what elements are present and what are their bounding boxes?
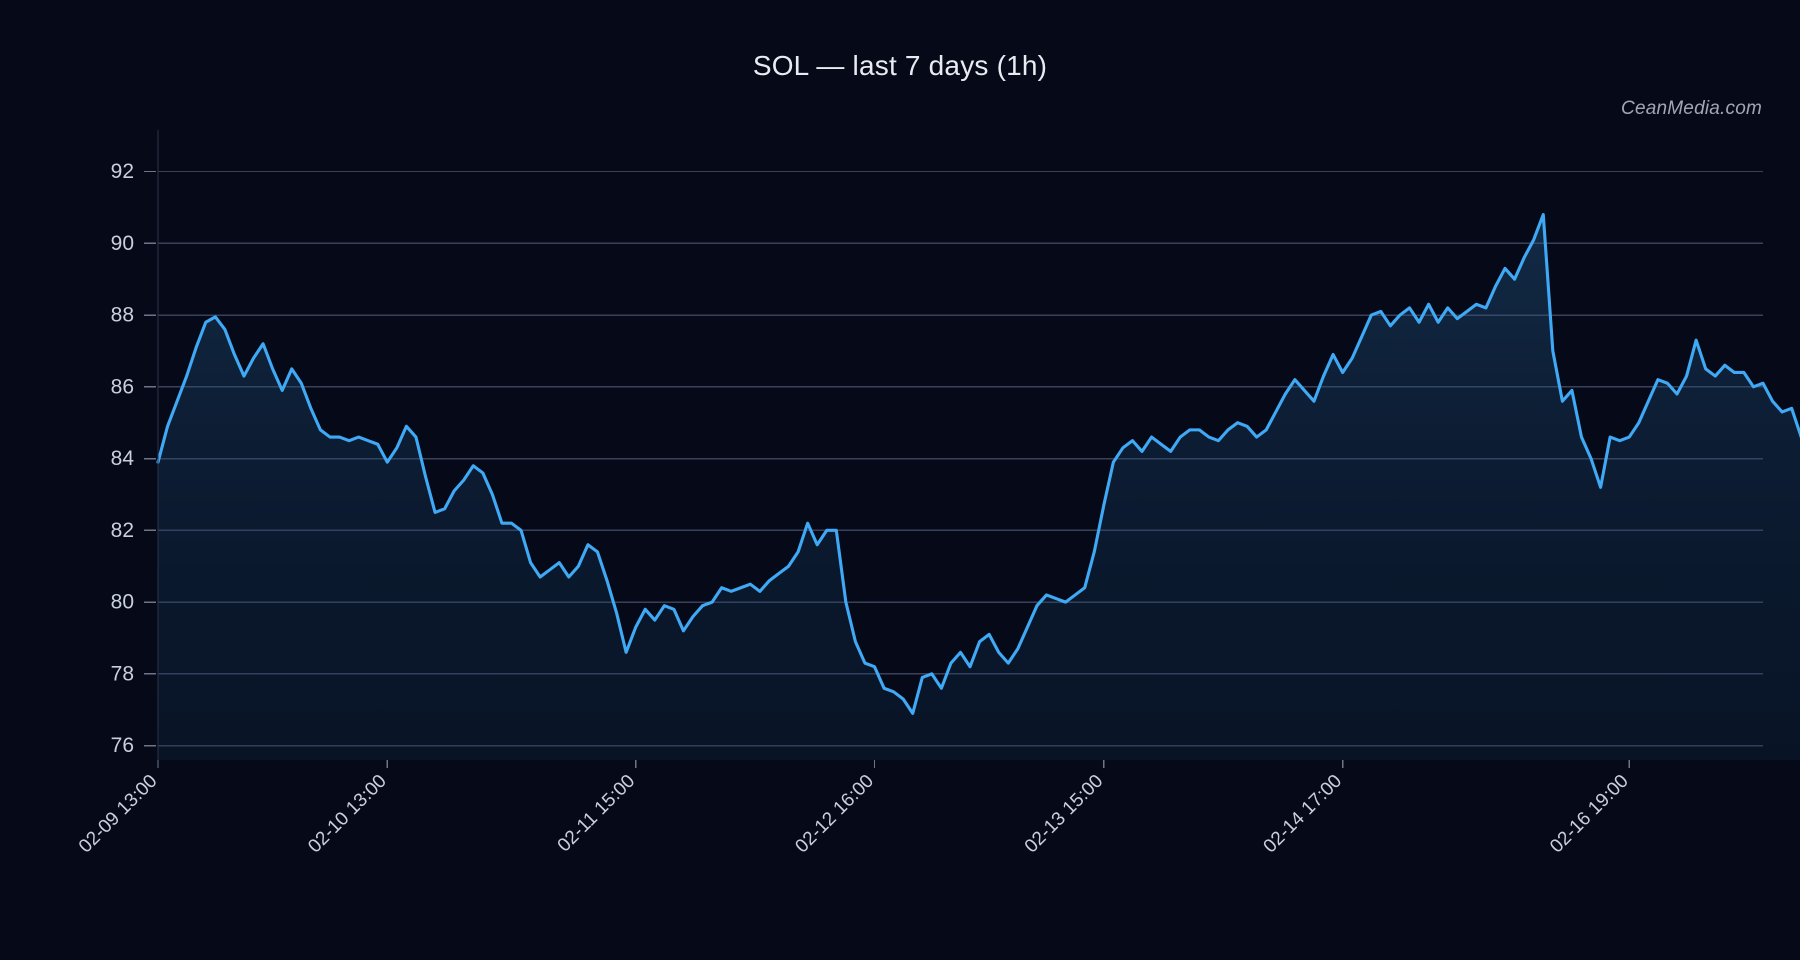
series-line-sol (156, 213, 1800, 715)
y-tick-label: 82 (111, 519, 134, 542)
y-tick-label: 88 (111, 304, 134, 327)
y-tick-label: 84 (111, 447, 135, 470)
x-tick-label: 02-13 15:00 (1021, 771, 1108, 858)
x-tick-label: 02-11 15:00 (554, 771, 640, 857)
y-tick-label: 78 (111, 662, 134, 685)
x-tick-label: 02-12 16:00 (791, 771, 878, 858)
watermark-label: CeanMedia.com (1621, 98, 1762, 119)
x-axis-ticks: 02-09 13:00 02-10 13:00 02-11 15:00 02-12 1… (75, 760, 1633, 857)
x-tick-label: 02-10 13:00 (304, 771, 391, 858)
y-tick-label: 86 (111, 375, 134, 398)
series-area-fill (158, 214, 1800, 760)
chart-title: SOL — last 7 days (1h) (752, 50, 1048, 81)
y-axis-ticks: 76 78 80 82 84 86 88 90 92 (111, 160, 156, 757)
y-tick-label: 92 (111, 160, 134, 183)
x-tick-label: 02-16 19:00 (1546, 771, 1633, 858)
y-tick-label: 90 (111, 232, 134, 255)
x-tick-label: 02-14 17:00 (1260, 771, 1347, 858)
x-tick-label: 02-09 13:00 (75, 771, 162, 858)
y-tick-label: 76 (111, 734, 134, 757)
y-tick-label: 80 (111, 591, 134, 614)
